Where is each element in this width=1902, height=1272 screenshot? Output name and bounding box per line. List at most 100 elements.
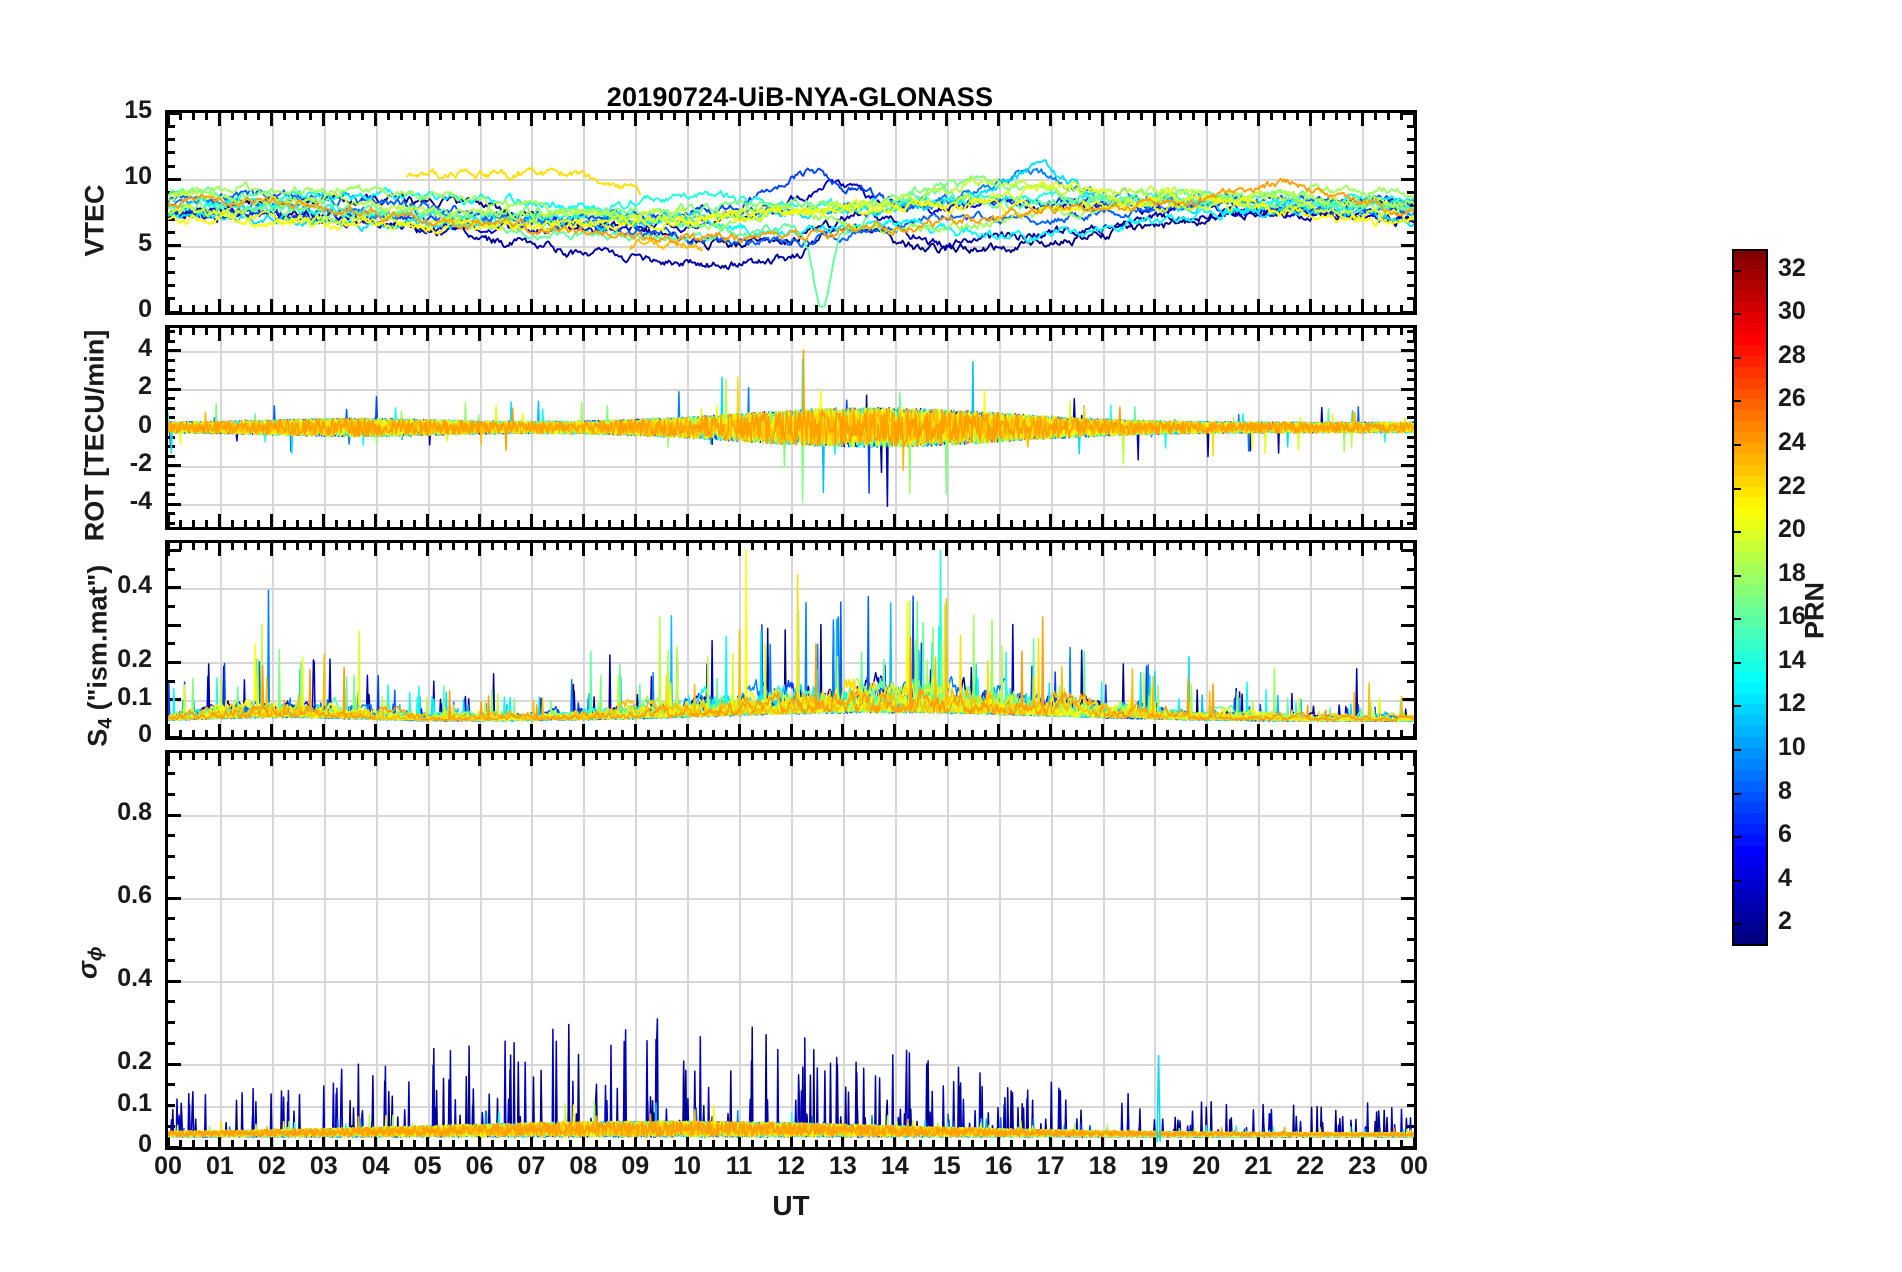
axis-tick: [724, 520, 728, 527]
axis-tick: [802, 305, 806, 312]
axis-tick: [997, 1134, 1001, 1147]
axis-tick: [1399, 753, 1403, 760]
axis-tick: [958, 520, 962, 527]
axis-tick: [763, 520, 767, 527]
axis-tick: [1334, 328, 1338, 335]
axis-tick: [1360, 514, 1364, 527]
axis-tick: [1407, 406, 1414, 410]
axis-tick: [439, 543, 443, 550]
axis-tick: [231, 328, 235, 335]
axis-tick: [880, 730, 884, 737]
axis-tick: [205, 113, 209, 120]
axis-tick: [1347, 113, 1351, 120]
gridline-vertical: [791, 543, 793, 737]
axis-tick: [1256, 724, 1260, 737]
gridline-vertical: [375, 543, 378, 737]
axis-tick: [1204, 514, 1208, 527]
x-tick-label: 15: [932, 1152, 961, 1180]
gridline-horizontal: [168, 179, 1414, 182]
axis-tick: [452, 305, 456, 312]
axis-tick: [867, 305, 871, 312]
axis-tick: [168, 896, 181, 900]
trace-layer: [168, 349, 1414, 508]
axis-tick: [802, 730, 806, 737]
axis-tick: [1230, 520, 1234, 527]
axis-tick: [776, 113, 780, 120]
axis-tick: [168, 297, 175, 301]
gridline-vertical: [687, 543, 690, 737]
axis-tick: [984, 305, 988, 312]
axis-tick: [168, 753, 170, 766]
axis-tick: [322, 1134, 326, 1147]
axis-tick: [841, 328, 845, 341]
axis-tick: [1036, 328, 1040, 335]
axis-tick: [1321, 305, 1325, 312]
axis-tick: [270, 514, 274, 527]
axis-tick: [542, 113, 546, 120]
colorbar-tick-mark: [1732, 923, 1741, 926]
axis-tick: [1036, 543, 1040, 550]
axis-tick: [192, 305, 196, 312]
axis-tick: [672, 753, 676, 760]
axis-tick: [906, 113, 910, 120]
axis-tick: [270, 543, 274, 556]
axis-tick: [361, 543, 365, 550]
axis-tick: [1113, 1140, 1117, 1147]
axis-tick: [168, 1021, 175, 1025]
axis-tick: [607, 753, 611, 760]
colorbar-band: [1734, 300, 1766, 313]
axis-tick: [932, 1140, 936, 1147]
axis-tick: [958, 753, 962, 760]
axis-tick: [168, 548, 181, 552]
colorbar-tick-label: 2: [1778, 907, 1792, 936]
axis-tick: [659, 730, 663, 737]
colorbar[interactable]: [1732, 249, 1768, 946]
axis-tick: [296, 730, 300, 737]
axis-tick: [1191, 543, 1195, 550]
axis-tick: [168, 834, 175, 838]
axis-tick: [724, 1140, 728, 1147]
colorbar-band: [1734, 736, 1766, 748]
panel-vtec: [165, 110, 1417, 315]
y-tick-label: 0: [138, 295, 152, 323]
axis-tick: [711, 305, 715, 312]
axis-tick: [1407, 359, 1414, 363]
axis-tick: [1407, 416, 1414, 420]
axis-tick: [568, 520, 572, 527]
axis-tick: [659, 305, 663, 312]
axis-tick: [205, 1140, 209, 1147]
axis-tick: [1347, 730, 1351, 737]
axis-tick: [737, 328, 741, 341]
axis-tick: [1282, 753, 1286, 760]
axis-tick: [1101, 328, 1104, 341]
x-tick-label: 11: [725, 1152, 753, 1180]
gridline-vertical: [894, 543, 897, 737]
axis-tick: [737, 1134, 741, 1147]
axis-tick: [1036, 305, 1040, 312]
axis-tick: [685, 543, 689, 556]
axis-tick: [581, 299, 585, 312]
axis-tick: [945, 328, 949, 341]
axis-tick: [1088, 1140, 1092, 1147]
axis-tick: [1401, 660, 1414, 664]
axis-tick: [633, 1134, 637, 1147]
axis-tick: [932, 730, 936, 737]
axis-tick: [1139, 753, 1143, 760]
axis-tick: [1282, 1140, 1286, 1147]
axis-tick: [1075, 730, 1079, 737]
axis-tick: [724, 753, 728, 760]
axis-tick: [685, 753, 689, 766]
axis-tick: [1407, 124, 1414, 128]
axis-tick: [633, 113, 637, 126]
axis-tick: [270, 113, 274, 126]
axis-tick: [763, 730, 767, 737]
axis-tick: [1152, 299, 1156, 312]
axis-tick: [529, 514, 533, 527]
axis-tick: [893, 514, 897, 527]
axis-tick: [529, 113, 533, 126]
axis-tick: [244, 113, 248, 120]
axis-tick: [1334, 753, 1338, 760]
axis-tick: [361, 305, 365, 312]
gridline-horizontal: [168, 1064, 1414, 1067]
axis-tick: [1407, 204, 1414, 208]
